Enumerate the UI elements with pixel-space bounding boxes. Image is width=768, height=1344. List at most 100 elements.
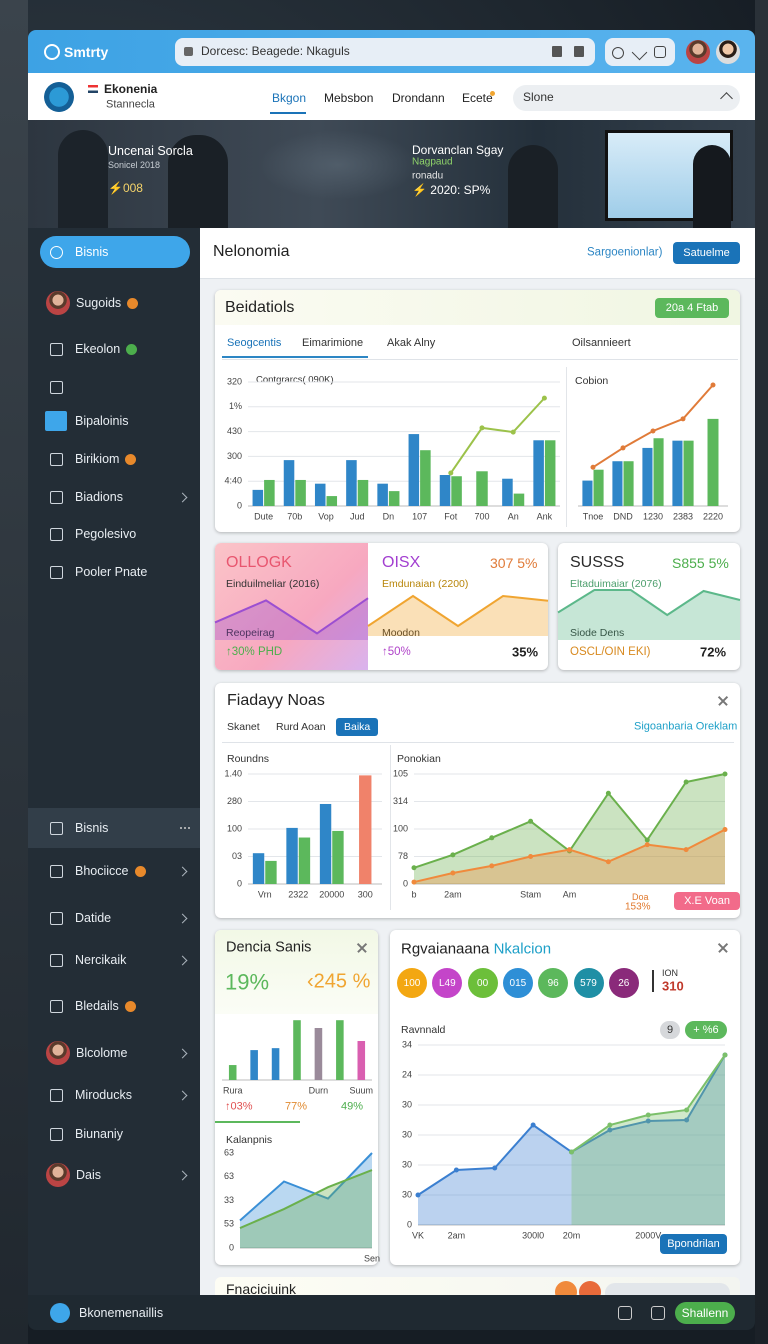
divider: [566, 367, 567, 527]
sidebar-item[interactable]: Ekeolon: [28, 332, 200, 366]
tab[interactable]: Seogcentis: [227, 337, 282, 349]
page-link[interactable]: Sargoenionlar): [587, 246, 663, 259]
title-accent: Nkalcion: [493, 940, 552, 958]
avatar: [46, 1041, 70, 1065]
more-dot: [187, 826, 190, 830]
kpi-title: OISX: [382, 554, 421, 571]
brand: Ekonenia: [104, 82, 158, 97]
banner-stat: ⚡008: [108, 181, 143, 196]
badge: 579: [573, 968, 604, 998]
avatar[interactable]: [686, 40, 710, 64]
tab[interactable]: Baika: [336, 718, 379, 736]
chevron: [177, 913, 188, 923]
sidebar-label: Bisnis: [75, 245, 109, 259]
sidebar-item[interactable]: Pooler Pnate: [28, 555, 200, 589]
sidebar-label: Datide: [75, 911, 112, 925]
close-button[interactable]: [356, 942, 368, 954]
icon[interactable]: [574, 46, 584, 57]
kpi-change: ↑50%: [382, 646, 411, 658]
banner-sub: Sonicel 2018: [108, 159, 161, 170]
sidebar-label: Bisnis: [75, 821, 109, 835]
card-badge: 20a 4 Ftab: [655, 298, 729, 318]
bottom-button[interactable]: Shallenn: [675, 1302, 735, 1324]
sidebar-label: Birikiom: [75, 452, 120, 466]
sidebar-item[interactable]: Birikiom: [28, 442, 200, 476]
sidebar-label: Bhociicce: [75, 864, 129, 878]
card-title: Rgvaianaana Nkalcion: [401, 940, 551, 957]
card-button[interactable]: Bpondrilan: [660, 1234, 727, 1254]
tab[interactable]: Oilsannieert: [572, 337, 631, 349]
menu-icon: [50, 821, 63, 835]
tab[interactable]: Rurd Aoan: [276, 721, 326, 733]
icon[interactable]: [651, 1306, 665, 1320]
sidebar-item[interactable]: Dais: [28, 1158, 200, 1192]
sidebar-item[interactable]: Biunaniy: [28, 1117, 200, 1151]
kpi-change: OSCL/OIN EKI): [570, 646, 651, 658]
close-button[interactable]: [717, 695, 729, 707]
search-text: Slone: [523, 90, 554, 105]
nav-item[interactable]: Bkgon: [272, 91, 307, 105]
search-box[interactable]: [513, 85, 740, 111]
banner-title: Uncenai Sorcla: [108, 143, 193, 158]
sidebar-item[interactable]: Blcolome: [28, 1036, 200, 1070]
avatar: [46, 1163, 70, 1187]
sidebar-item[interactable]: Pegolesivo: [28, 517, 200, 551]
icon[interactable]: [618, 1306, 632, 1320]
tab[interactable]: Skanet: [227, 721, 260, 733]
divider: [222, 359, 738, 360]
nav-underline: [270, 112, 306, 114]
sidebar-item[interactable]: Datide: [28, 901, 200, 935]
activity-card: [215, 683, 740, 918]
sidebar-label: Pooler Pnate: [75, 565, 148, 579]
sidebar-item[interactable]: Bisnis: [28, 811, 200, 845]
sidebar-item[interactable]: Bhociicce: [28, 854, 200, 888]
kpi-title: SUSSS: [570, 554, 625, 571]
sidebar-item[interactable]: Bledails: [28, 989, 200, 1023]
card-header: [215, 930, 378, 1014]
nav-item[interactable]: Drondann: [392, 91, 445, 105]
nav-item[interactable]: Ecete: [462, 91, 493, 105]
divider: [652, 970, 654, 992]
more-dot: [179, 826, 182, 830]
tab[interactable]: Akak Alny: [387, 337, 436, 349]
sidebar-item[interactable]: Biadions: [28, 480, 200, 514]
sidebar-label: Biadions: [75, 490, 123, 504]
avatar[interactable]: [716, 40, 740, 64]
sidebar-item[interactable]: Bipaloinis: [28, 404, 200, 438]
banner-title: Dorvanclan Sgay: [412, 143, 504, 158]
sidebar-item[interactable]: Bisnis: [28, 235, 200, 269]
nav-item[interactable]: Mebsbon: [324, 91, 374, 105]
card-button[interactable]: X.E Voan: [674, 892, 740, 910]
sidebar-item[interactable]: Sugoids: [28, 286, 200, 320]
tab[interactable]: Eimarimione: [302, 337, 364, 349]
icon[interactable]: [612, 47, 624, 59]
banner-stat: ⚡ 2020: SP%: [412, 183, 491, 198]
menu-icon[interactable]: [50, 381, 63, 394]
card-link[interactable]: Sigoanbaria Oreklam: [634, 720, 738, 733]
pill[interactable]: + %6: [685, 1021, 727, 1039]
kpi-title: OLLOGK: [226, 554, 292, 571]
icon[interactable]: [654, 46, 666, 58]
logo: [44, 82, 74, 112]
page-button[interactable]: Satuelme: [673, 242, 740, 264]
address-bar[interactable]: [175, 38, 595, 66]
app-icon: [44, 44, 60, 60]
sidebar-item[interactable]: Miroducks: [28, 1078, 200, 1112]
bottom-label: Bkonemenaillis: [79, 1305, 164, 1320]
icon[interactable]: [552, 46, 562, 57]
divider: [390, 745, 391, 910]
sidebar-label: Bipaloinis: [75, 414, 129, 428]
card-title: Beidatiols: [225, 298, 295, 316]
close-button[interactable]: [717, 942, 729, 954]
menu-icon: [50, 342, 63, 356]
page-header: [200, 228, 755, 279]
brand-sub: Stannecla: [106, 98, 155, 111]
menu-icon: [50, 911, 63, 925]
kpi-subtitle: Einduilmeliar (2016): [226, 578, 320, 590]
selected-row: [28, 808, 200, 848]
icon: [50, 1303, 70, 1323]
pill[interactable]: 9: [660, 1021, 680, 1039]
sidebar-item[interactable]: Nercikaik: [28, 943, 200, 977]
stat-label: ION: [662, 967, 679, 978]
